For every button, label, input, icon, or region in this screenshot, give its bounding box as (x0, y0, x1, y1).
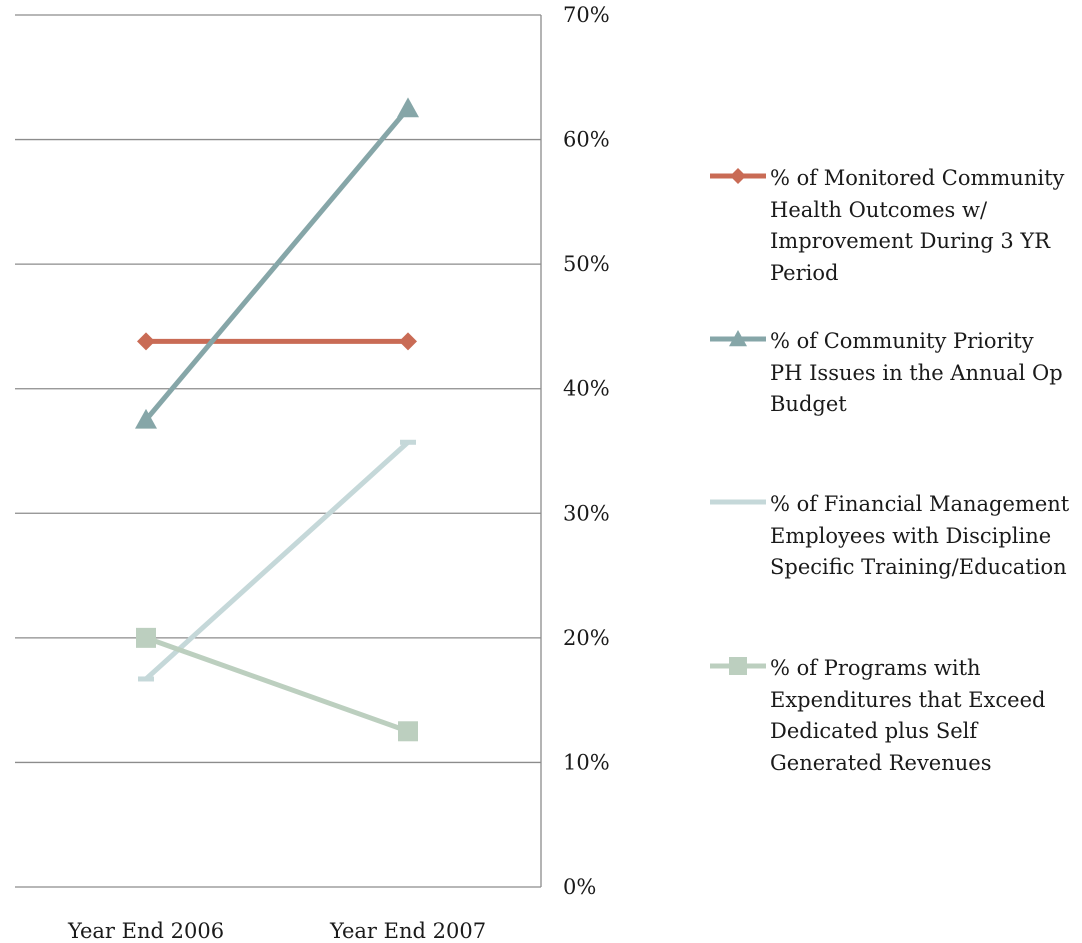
x-tick-label: Year End 2007 (329, 919, 486, 943)
legend-swatch (710, 330, 766, 347)
legend-label: % of Monitored Community Health Outcomes… (770, 166, 1065, 285)
diamond-marker (730, 168, 746, 184)
square-marker (136, 627, 156, 648)
series-line (144, 440, 410, 681)
legend-label: % of Financial Management Employees with… (770, 492, 1070, 579)
dash-marker (400, 439, 416, 445)
dash-marker (138, 676, 154, 682)
y-tick-label: 60% (563, 128, 610, 152)
y-tick-label: 0% (563, 875, 596, 899)
y-tick-label: 30% (563, 501, 610, 525)
gridlines (15, 14, 541, 888)
legend-swatch (710, 168, 766, 184)
x-tick-label: Year End 2006 (67, 919, 224, 943)
series-group (135, 97, 419, 742)
y-tick-label: 70% (563, 3, 610, 27)
diamond-marker (399, 332, 417, 351)
legend-swatch (710, 657, 766, 675)
dash-marker (729, 499, 747, 505)
y-tick-labels: 0% 10% 20% 30% 40% 50% 60% 70% (563, 3, 610, 899)
triangle-marker (135, 408, 157, 429)
y-tick-label: 10% (563, 750, 610, 774)
triangle-marker (397, 97, 419, 118)
series-line (144, 106, 410, 422)
x-tick-labels: Year End 2006 Year End 2007 (67, 919, 486, 943)
square-marker (729, 657, 747, 675)
y-tick-label: 40% (563, 377, 610, 401)
diamond-marker (137, 332, 155, 351)
square-marker (398, 721, 418, 742)
legend-label: % of Community Priority PH Issues in the… (770, 329, 1063, 416)
y-tick-label: 50% (563, 252, 610, 276)
legend-label: % of Programs with Expenditures that Exc… (770, 656, 1046, 775)
legend-swatch (710, 499, 766, 505)
y-tick-label: 20% (563, 626, 610, 650)
triangle-marker (729, 330, 747, 347)
series-line (145, 635, 409, 734)
legend-item: % of Community Priority PH Issues in the… (708, 326, 1070, 421)
legend-item: % of Programs with Expenditures that Exc… (708, 653, 1070, 779)
legend-item: % of Financial Management Employees with… (708, 489, 1070, 584)
legend-item: % of Monitored Community Health Outcomes… (708, 163, 1070, 289)
